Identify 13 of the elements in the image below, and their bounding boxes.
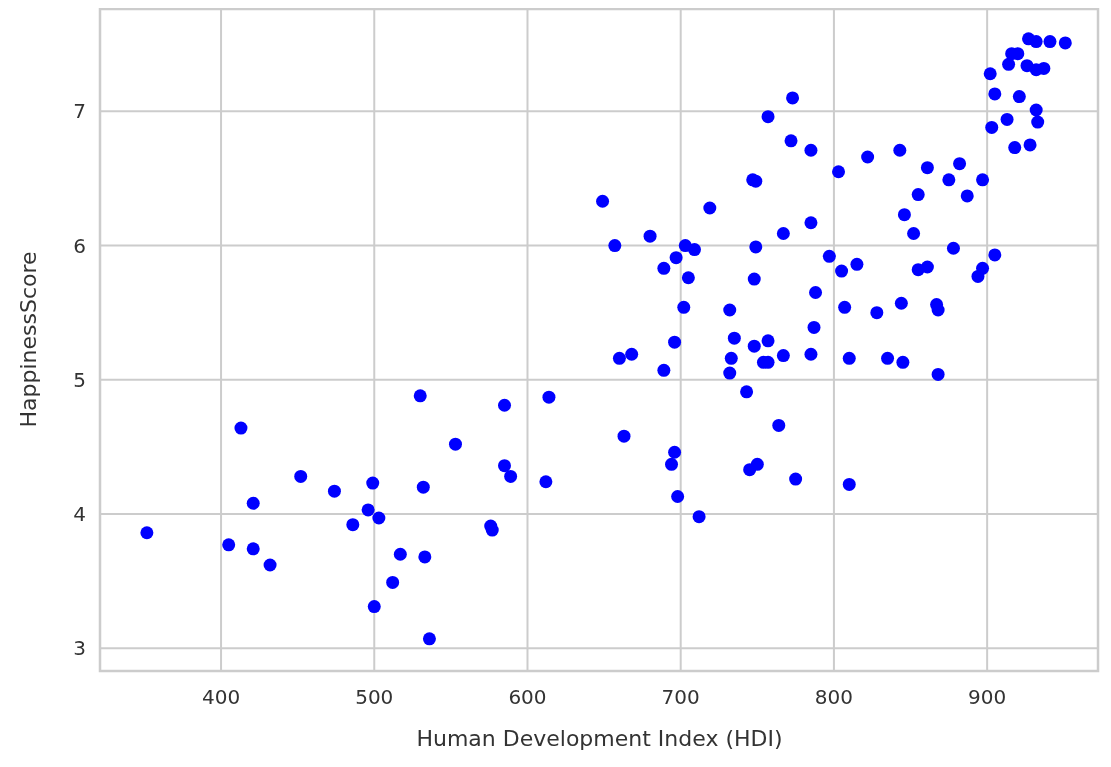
x-tick-label: 400 [201, 685, 241, 709]
x-axis-title: Human Development Index (HDI) [416, 726, 783, 751]
x-tick-label: 800 [814, 685, 854, 709]
y-tick-label: 7 [73, 99, 86, 124]
x-tick-label: 600 [508, 685, 547, 709]
y-tick-label: 6 [73, 233, 86, 258]
y-tick-label: 5 [73, 367, 86, 392]
x-tick-label: 500 [355, 685, 394, 709]
y-axis-title: HappinessScore [16, 251, 41, 428]
y-tick-label: 4 [73, 501, 86, 526]
x-tick-label: 900 [968, 685, 1007, 709]
y-tick-label: 3 [73, 636, 86, 661]
x-tick-label: 700 [661, 685, 700, 709]
